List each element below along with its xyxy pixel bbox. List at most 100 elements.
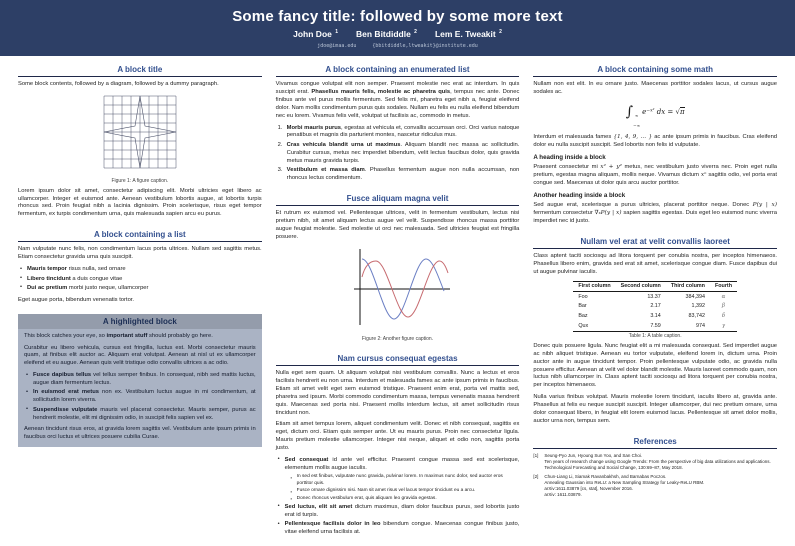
block-title: A block containing a list [93,230,186,240]
paragraph: Aenean tincidunt risus eros, at gravida … [24,426,256,442]
sub-list-item: Fusce ornare dignissim nisi. Nam sit ame… [291,488,520,495]
author-email: {bbitdiddle,ltweakit}@institute.edu [372,43,478,49]
paragraph: Some block contents, followed by a diagr… [18,81,262,89]
block-title: Nam cursus consequat egestas [337,354,458,364]
text-run: risus nulla, sed ornare [66,266,126,273]
text-run: Lorem ipsum dolor sit amet, consectetur … [18,187,262,218]
table-row: Baz 3.14 83,742 δ [573,312,737,322]
text-run: Class aptent taciti sociosqu ad litora t… [533,252,778,275]
poster-header: Some fancy title: followed by some more … [0,0,795,56]
text-run: Sed luctus, elit sit amet [284,503,353,510]
paragraph: Donec quis posuere ligula. Nunc feugiat … [533,343,777,390]
block-body: Nullam non est elit. In eu ornare justo.… [533,81,777,226]
table-cell: 384,394 [685,293,705,300]
sqrt-radicand: π [679,106,685,116]
block-title: A block containing an enumerated list [325,65,470,74]
column-header: Third column [670,282,705,289]
author-emails: jdoe@imaa.edu {bbitdiddle,ltweakit}@insti… [10,43,785,49]
list-item: Fusce dapibus tellus vel tellus semper f… [26,372,256,388]
author-affiliation-sup: 1 [335,29,339,36]
text-run: xⁿ [700,171,707,178]
text-run: Vivamus congue volutpat elit non semper.… [275,81,520,96]
text-run: Fusce dapibus tellus [33,372,92,379]
block-title-rule [18,241,262,243]
grid-star-figure-wrap [18,93,262,175]
text-run: Nulla eget sem quam. Ut aliquam volutpat… [275,370,520,416]
block-subheading: A heading inside a block [533,153,606,161]
equation-text: e [642,107,647,116]
author-affiliation-sup: 2 [499,29,502,36]
table-row: Foo 13.37 384,394 α [573,292,737,302]
table-header-row: First column Second column Third column Fou… [573,281,738,292]
block-body: Vivamus congue volutpat elit non semper.… [276,81,520,183]
table-cell: Foo [578,293,588,300]
list-item: Pellentesque facilisis dolor in leo bibe… [278,521,520,537]
table-caption: Table 1: A table caption. [628,333,682,340]
author-list: John Doe 1 Ben Bitdiddle 2 Lem E. Tweakit … [10,29,785,39]
paragraph: Sed augue erat, scelerisque a purus ultr… [533,202,777,226]
paragraph: Etiam sit amet tempus lorem, aliquet con… [276,421,520,453]
block-title-rule [275,365,520,367]
poster-block: Fusce aliquam magna velit Et rutrum ex eu… [275,192,520,343]
list-item: Dui ac pretium morbi justo neque, ullamc… [20,284,262,293]
text-run: {1, 4, 9, … } [613,133,653,140]
text-run: , tempus nec ante. Donec finibus ante ve… [275,89,520,119]
poster-block: Nullam vel erat at velit convallis laore… [533,235,778,426]
text-run: , egestas at vehicula et, convallis accu… [286,124,520,139]
text-run: Nullam non est elit. In eu ornare justo.… [533,81,778,96]
reference-label: [2] [533,473,539,479]
list-item: Mauris tempor risus nulla, sed ornare [20,266,262,274]
text-run: important stuff [106,332,148,339]
poster-block: References [1] Seung-Pyo Jun, Hyoung Sun Y… [533,435,778,498]
text-run: Morbi mauris purus [286,124,342,131]
text-run: ∇ₓP(y | x) [594,210,622,217]
text-run: sapien sagittis egestas. Duis eget leo e… [533,210,777,224]
list-item: Libero tincidunt a duis congue vitae [20,275,262,284]
reference-item: [1] Seung-Pyo Jun, Hyoung Sun Yoo, and Sa… [533,453,777,471]
column-header: Fourth [714,282,733,289]
text-run: Nulla varius finibus volutpat. Mauris mo… [533,394,778,424]
table-cell: Baz [578,312,588,319]
text-run: mauris vel placerat consectetur. Mauris … [33,406,256,421]
block-body: Nam vulputate nunc felis, non condimentu… [18,246,262,304]
list-item: Sed consequat id ante vel efficitur. Pra… [278,456,520,502]
text-run: morbi justo neque, ullamcorper [67,284,149,291]
integral-upper-limit: ∞ [634,112,639,118]
figure-caption: Figure 2: Another figure caption. [361,336,434,343]
text-run: . Phasellus fermentum augue non nulla ac… [286,166,520,181]
reference-label: [1] [533,452,539,458]
paragraph: Eget augue porta, bibendum venenatis tor… [18,297,262,305]
block-title-rule [533,447,778,449]
text-run: . Aliquam blandit nec massa ac sollicitu… [286,141,520,164]
poster-title: Some fancy title: followed by some more … [232,8,563,25]
integral-sign: ∫ [625,103,634,120]
paragraph: Nam vulputate nunc felis, non condimentu… [18,246,262,262]
text-run: Some block contents, followed by a diagr… [18,81,219,88]
list-item: Sed luctus, elit sit amet dictum maximus… [278,503,520,520]
text-run: a duis congue vitae [70,275,123,282]
block-title: References [633,436,677,446]
text-run: id ante vel efficitur. Praesent congue m… [284,456,520,471]
text-run: fermentum consectetur [533,210,595,217]
list-item: Cras vehicula blandit urna ut maximus. A… [278,142,520,166]
list-item: Vestibulum et massa diam. Phasellus ferm… [278,167,520,183]
text-run: Sed consequat [284,456,329,463]
poster-columns: A block title Some block contents, follow… [0,56,795,546]
author-name: John Doe 1 [293,29,339,39]
text-run: non ex. Vestibulum luctus augue in mi co… [33,389,256,404]
text-run: Et rutrum ex euismod vel. Pellentesque u… [275,209,520,240]
data-table: First column Second column Third column Fou… [573,281,738,333]
poster-block: Nam cursus consequat egestas Nulla eget s… [275,352,520,537]
block-body: [1] Seung-Pyo Jun, Hyoung Sun Yoo, and Sa… [533,453,777,498]
poster-block: A block containing an enumerated list Viv… [275,63,520,183]
text-run: Donec quis posuere ligula. Nunc feugiat … [533,342,778,389]
block-body: Et rutrum ex euismod vel. Pellentesque u… [276,210,520,343]
reference-line: Ten years of research change using Googl… [544,458,771,464]
block-body: Some block contents, followed by a diagr… [18,81,262,219]
table-cell: 2.17 [650,303,661,310]
poster-block: A block containing a list Nam vulputate n… [18,228,262,304]
column-header: Second column [620,282,661,289]
paragraph: Class aptent taciti sociosqu ad litora t… [533,253,777,277]
text-run: Interdum et malesuada fames [533,133,614,140]
block-body: Class aptent taciti sociosqu ad litora t… [533,253,777,426]
